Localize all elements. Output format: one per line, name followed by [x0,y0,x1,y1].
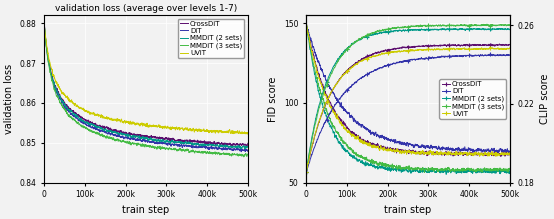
Legend: CrossDiT, DiT, MMDiT (2 sets), MMDiT (3 sets), UViT: CrossDiT, DiT, MMDiT (2 sets), MMDiT (3 … [177,19,244,58]
UViT [239,131,245,134]
MMDiT (3 sets) [244,153,251,155]
MMDiT (3 sets) [135,142,141,144]
Title: validation loss (average over levels 1-7): validation loss (average over levels 1-7… [55,4,237,13]
Line: DiT: DiT [44,25,248,152]
MMDiT (2 sets) [41,26,48,28]
DiT [135,138,141,141]
DiT [239,149,245,151]
MMDiT (3 sets) [201,151,208,153]
CrossDiT [41,24,48,26]
CrossDiT [239,143,245,145]
Line: MMDiT (3 sets): MMDiT (3 sets) [44,27,248,157]
UViT [135,123,141,126]
DiT [140,138,147,141]
MMDiT (2 sets) [239,146,245,149]
Line: MMDiT (2 sets): MMDiT (2 sets) [44,27,248,149]
MMDiT (2 sets) [52,84,58,87]
MMDiT (2 sets) [201,143,208,146]
MMDiT (3 sets) [238,154,245,157]
Y-axis label: FID score: FID score [269,76,279,122]
MMDiT (2 sets) [244,146,251,148]
X-axis label: train step: train step [122,205,170,215]
Legend: CrossDiT, DiT, MMDiT (2 sets), MMDiT (3 sets), UViT: CrossDiT, DiT, MMDiT (2 sets), MMDiT (3 … [439,79,506,119]
Y-axis label: validation loss: validation loss [4,64,14,134]
MMDiT (2 sets) [135,135,141,138]
X-axis label: train step: train step [384,205,432,215]
CrossDiT [243,145,250,148]
UViT [140,123,147,126]
CrossDiT [52,84,58,87]
DiT [201,146,208,149]
MMDiT (3 sets) [52,89,58,92]
CrossDiT [140,135,147,138]
UViT [238,132,245,135]
MMDiT (3 sets) [140,144,147,147]
UViT [41,26,48,29]
UViT [244,133,251,135]
DiT [41,24,48,26]
DiT [52,86,58,89]
MMDiT (3 sets) [240,156,247,158]
DiT [238,150,244,153]
CrossDiT [201,140,208,143]
UViT [201,129,208,132]
MMDiT (3 sets) [239,155,245,158]
UViT [52,78,58,80]
MMDiT (2 sets) [140,137,147,140]
MMDiT (3 sets) [41,26,48,28]
DiT [239,148,245,151]
MMDiT (2 sets) [242,147,248,150]
Line: CrossDiT: CrossDiT [44,25,248,147]
DiT [244,150,251,152]
CrossDiT [244,142,251,145]
CrossDiT [135,134,141,136]
MMDiT (2 sets) [238,147,245,150]
Y-axis label: CLIP score: CLIP score [540,74,550,124]
Line: UViT: UViT [44,27,248,134]
CrossDiT [238,144,245,146]
